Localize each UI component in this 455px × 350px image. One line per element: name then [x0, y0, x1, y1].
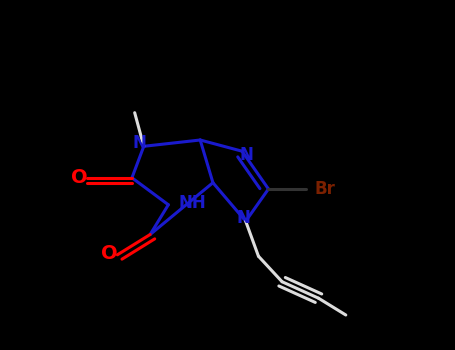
- Text: O: O: [71, 168, 87, 187]
- Text: N: N: [237, 209, 250, 227]
- Text: NH: NH: [178, 194, 206, 212]
- Text: O: O: [101, 244, 117, 262]
- Text: N: N: [240, 146, 253, 164]
- Text: Br: Br: [314, 180, 335, 198]
- Text: N: N: [132, 134, 146, 153]
